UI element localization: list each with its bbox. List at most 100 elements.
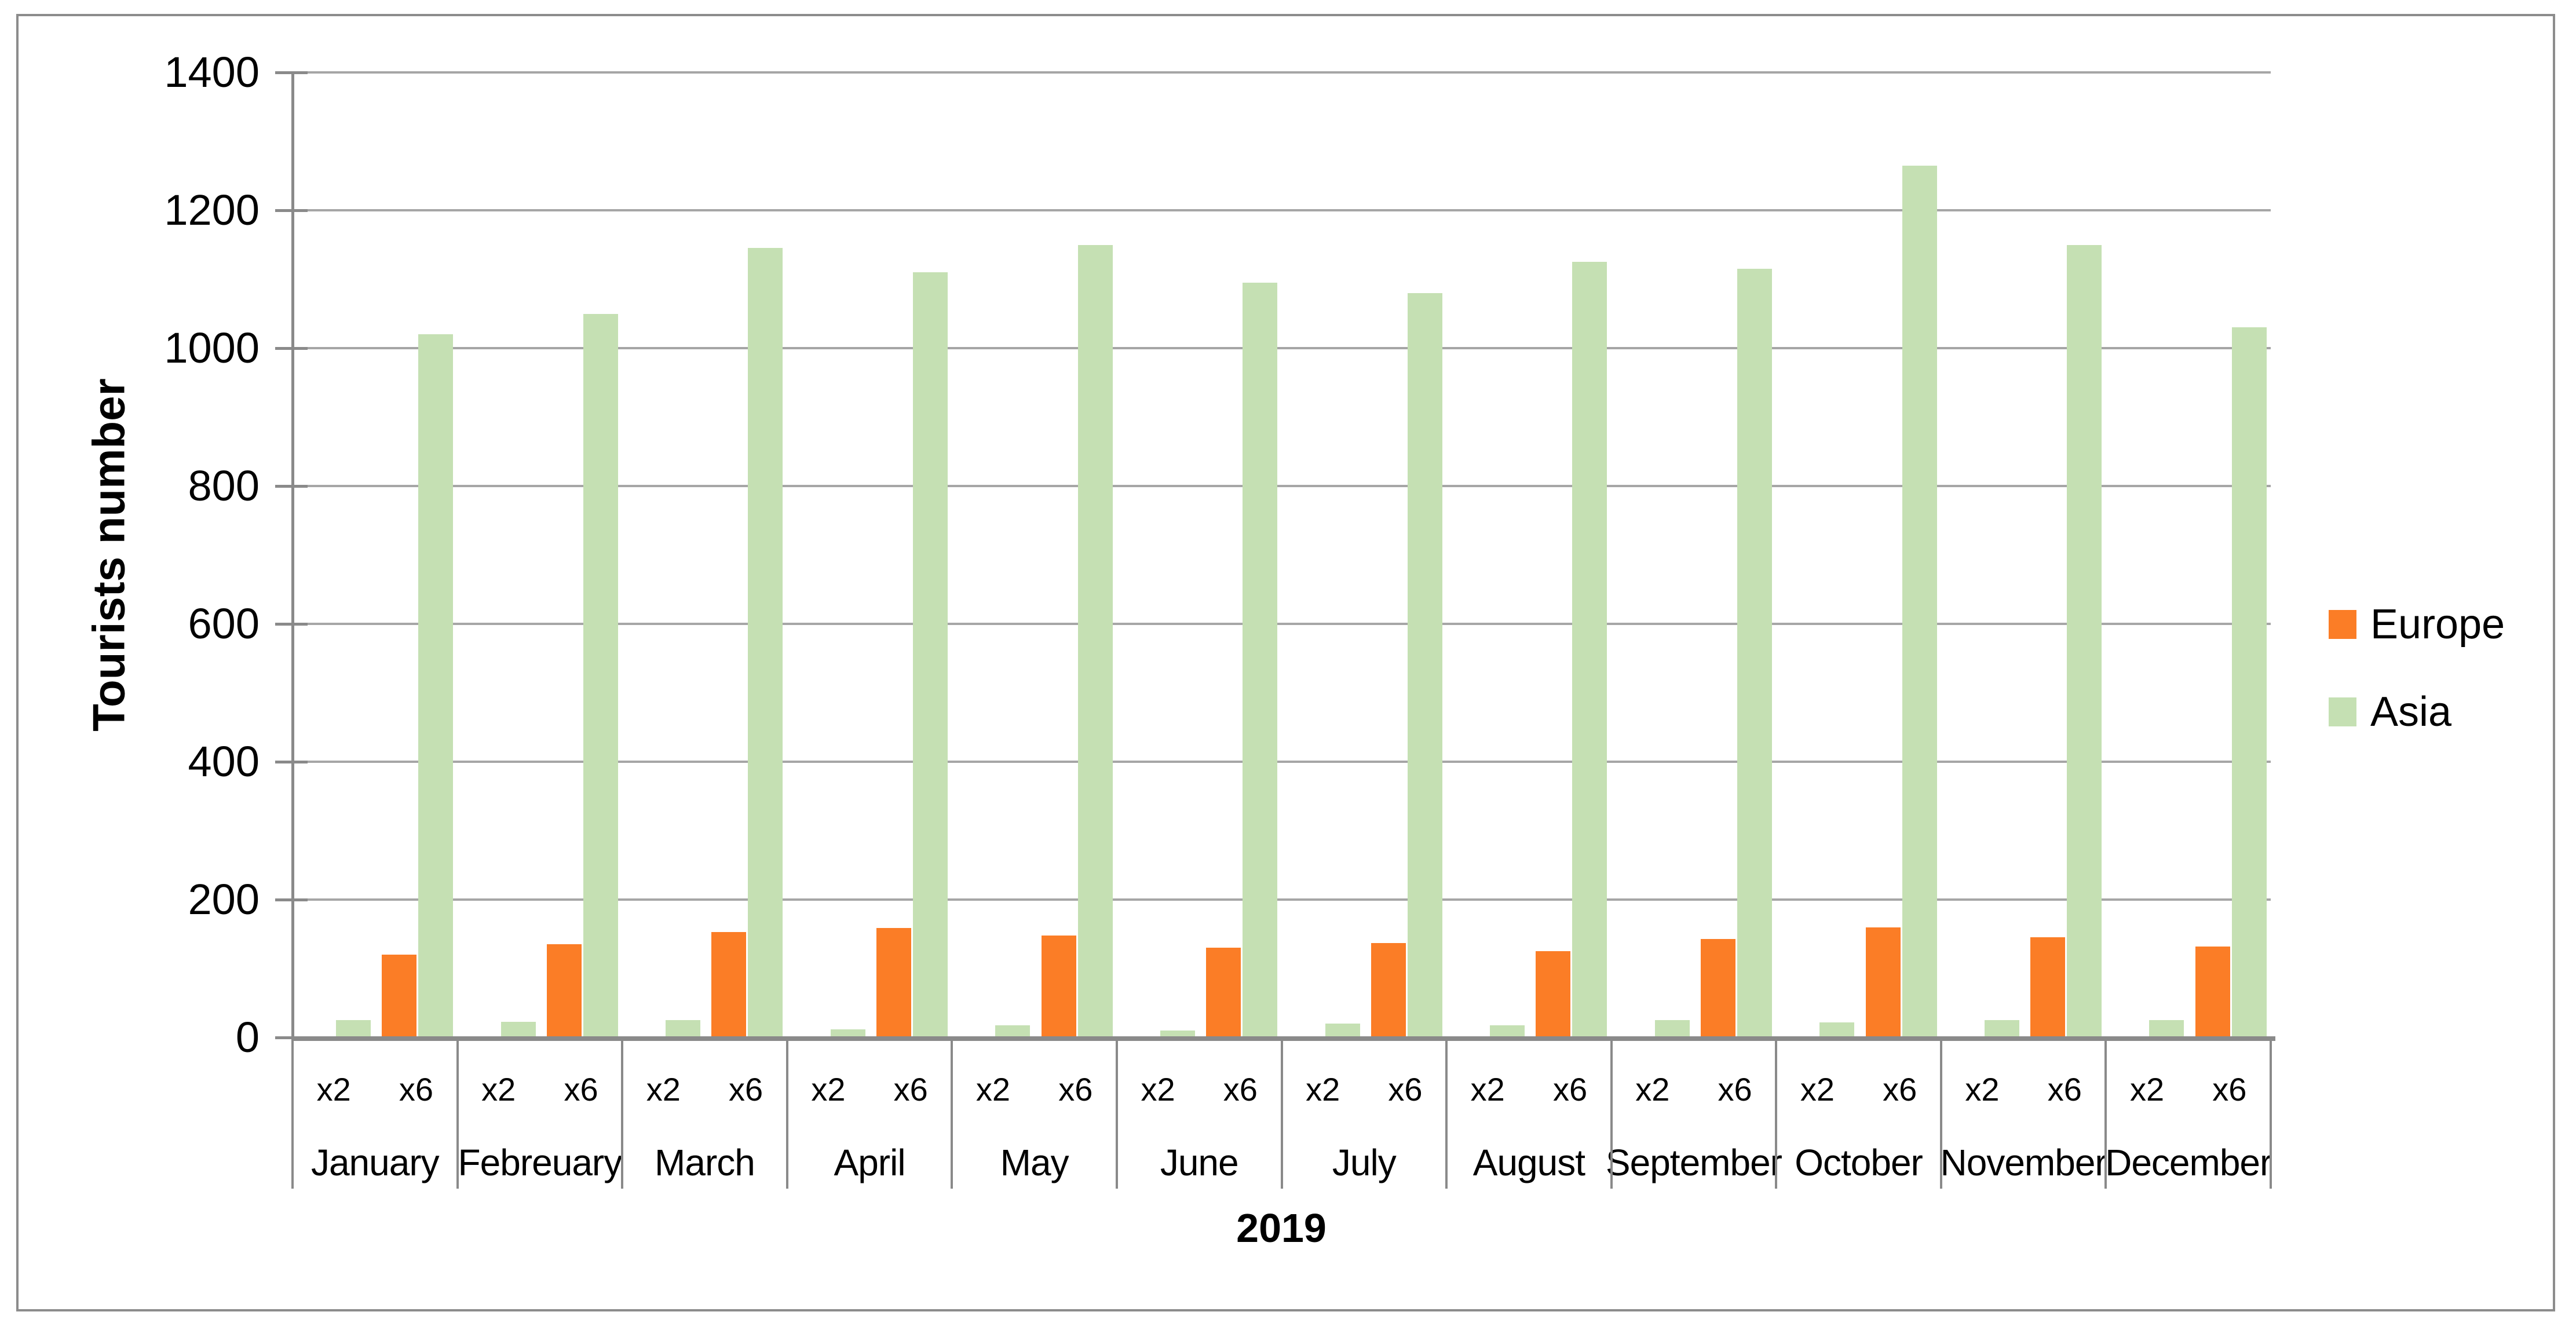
month-label-may: May bbox=[1000, 1142, 1069, 1183]
subcategory-label-febreuary-x2: x2 bbox=[481, 1071, 516, 1108]
y-tick-label-600: 600 bbox=[188, 600, 260, 648]
month-label-febreuary: Febreuary bbox=[458, 1142, 623, 1183]
bar-asia-may-x2 bbox=[995, 1025, 1030, 1037]
y-tick-label-1400: 1400 bbox=[164, 48, 260, 96]
month-label-july: July bbox=[1332, 1142, 1397, 1183]
y-tick-label-0: 0 bbox=[235, 1013, 260, 1061]
subcategory-label-march-x6: x6 bbox=[729, 1071, 763, 1108]
bar-asia-august-x2 bbox=[1490, 1025, 1525, 1037]
bar-asia-november-x2 bbox=[1985, 1020, 2019, 1037]
bar-europe-july-x6 bbox=[1371, 942, 1406, 1037]
bar-asia-december-x6 bbox=[2232, 327, 2267, 1037]
subcategory-label-april-x2: x2 bbox=[811, 1071, 846, 1108]
subcategory-label-january-x6: x6 bbox=[399, 1071, 434, 1108]
bar-asia-july-x2 bbox=[1325, 1024, 1360, 1037]
month-separator-11 bbox=[2104, 1037, 2107, 1189]
bar-europe-may-x6 bbox=[1042, 935, 1076, 1037]
bar-europe-september-x6 bbox=[1701, 938, 1735, 1037]
subcategory-label-october-x2: x2 bbox=[1800, 1071, 1835, 1108]
month-label-september: September bbox=[1605, 1142, 1782, 1183]
gridline-800 bbox=[293, 485, 2271, 487]
month-separator-1 bbox=[456, 1037, 459, 1189]
legend-item-asia: Asia bbox=[2329, 690, 2451, 734]
month-separator-3 bbox=[785, 1037, 788, 1189]
bar-asia-september-x6 bbox=[1737, 269, 1772, 1037]
subcategory-label-november-x2: x2 bbox=[1965, 1071, 2000, 1108]
legend: Europe Asia bbox=[2329, 0, 2572, 1330]
month-label-november: November bbox=[1940, 1142, 2107, 1183]
subcategory-label-january-x2: x2 bbox=[316, 1071, 351, 1108]
bar-asia-january-x6 bbox=[418, 334, 453, 1037]
legend-swatch-asia bbox=[2329, 697, 2356, 726]
bar-asia-june-x6 bbox=[1243, 282, 1277, 1037]
month-separator-5 bbox=[1115, 1037, 1118, 1189]
y-axis-title: Tourists number bbox=[83, 378, 134, 732]
bar-asia-october-x2 bbox=[1819, 1022, 1854, 1037]
subcategory-label-june-x6: x6 bbox=[1223, 1071, 1258, 1108]
subcategory-label-december-x2: x2 bbox=[2129, 1071, 2165, 1108]
gridline-1000 bbox=[293, 347, 2271, 349]
bar-asia-october-x6 bbox=[1902, 165, 1937, 1037]
bar-asia-november-x6 bbox=[2067, 244, 2102, 1037]
bar-europe-march-x6 bbox=[711, 931, 746, 1037]
gridline-1400 bbox=[293, 71, 2271, 74]
bar-asia-august-x6 bbox=[1572, 262, 1607, 1037]
bar-asia-march-x6 bbox=[748, 248, 783, 1037]
gridline-600 bbox=[293, 623, 2271, 625]
subcategory-label-febreuary-x6: x6 bbox=[564, 1071, 598, 1108]
x-axis-title: 2019 bbox=[1236, 1205, 1327, 1251]
bar-asia-april-x6 bbox=[913, 272, 948, 1037]
month-separator-0 bbox=[291, 1037, 294, 1189]
bar-asia-july-x6 bbox=[1408, 293, 1442, 1037]
subcategory-label-may-x6: x6 bbox=[1058, 1071, 1093, 1108]
bar-asia-febreuary-x6 bbox=[583, 313, 618, 1037]
bar-europe-june-x6 bbox=[1206, 948, 1241, 1037]
bar-europe-august-x6 bbox=[1536, 951, 1570, 1037]
month-separator-8 bbox=[1610, 1037, 1613, 1189]
bar-europe-january-x6 bbox=[382, 955, 416, 1037]
subcategory-label-july-x6: x6 bbox=[1388, 1071, 1423, 1108]
month-separator-4 bbox=[951, 1037, 953, 1189]
subcategory-label-june-x2: x2 bbox=[1141, 1071, 1175, 1108]
bar-europe-febreuary-x6 bbox=[547, 944, 582, 1037]
subcategory-label-july-x2: x2 bbox=[1306, 1071, 1340, 1108]
y-tick-label-800: 800 bbox=[188, 462, 260, 510]
month-label-june: June bbox=[1160, 1142, 1239, 1183]
bar-asia-march-x2 bbox=[666, 1020, 700, 1037]
month-separator-12 bbox=[2270, 1037, 2272, 1189]
gridline-200 bbox=[293, 898, 2271, 901]
bar-asia-may-x6 bbox=[1078, 244, 1113, 1037]
y-tick-label-1000: 1000 bbox=[164, 324, 260, 372]
month-separator-7 bbox=[1445, 1037, 1448, 1189]
legend-swatch-europe bbox=[2329, 610, 2356, 639]
month-label-october: October bbox=[1795, 1142, 1923, 1183]
y-tick-label-1200: 1200 bbox=[164, 186, 260, 234]
month-label-august: August bbox=[1472, 1142, 1585, 1183]
y-axis-line bbox=[291, 72, 294, 1041]
bar-asia-december-x2 bbox=[2149, 1020, 2184, 1037]
legend-item-europe: Europe bbox=[2329, 602, 2505, 646]
subcategory-label-september-x2: x2 bbox=[1635, 1071, 1670, 1108]
month-separator-9 bbox=[1775, 1037, 1778, 1189]
legend-label-europe: Europe bbox=[2370, 601, 2505, 648]
subcategory-label-august-x2: x2 bbox=[1470, 1071, 1505, 1108]
subcategory-label-november-x6: x6 bbox=[2047, 1071, 2082, 1108]
month-label-january: January bbox=[310, 1142, 440, 1183]
month-label-december: December bbox=[2105, 1142, 2272, 1183]
bar-europe-april-x6 bbox=[876, 927, 911, 1037]
month-label-april: April bbox=[834, 1142, 906, 1183]
bar-asia-january-x2 bbox=[336, 1020, 371, 1037]
chart-frame bbox=[16, 14, 2555, 1311]
subcategory-label-december-x6: x6 bbox=[2212, 1071, 2247, 1108]
month-label-march: March bbox=[655, 1142, 755, 1183]
gridline-400 bbox=[293, 761, 2271, 763]
legend-label-asia: Asia bbox=[2370, 689, 2452, 735]
gridline-1200 bbox=[293, 209, 2271, 211]
bar-europe-december-x6 bbox=[2195, 946, 2230, 1037]
month-separator-6 bbox=[1280, 1037, 1283, 1189]
bar-asia-september-x2 bbox=[1655, 1020, 1690, 1037]
subcategory-label-may-x2: x2 bbox=[975, 1071, 1011, 1108]
y-tick-label-200: 200 bbox=[188, 875, 260, 923]
subcategory-label-march-x2: x2 bbox=[646, 1071, 681, 1108]
month-separator-10 bbox=[1939, 1037, 1942, 1189]
